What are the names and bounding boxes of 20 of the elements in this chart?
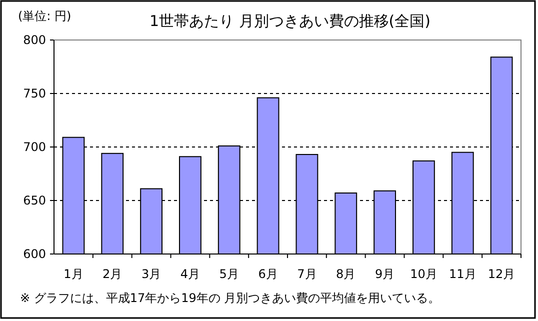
x-tick-label: 6月 [258,267,278,281]
x-tick-label: 12月 [488,267,516,281]
text: ※ グラフには、平成17年から19年の 月別つきあい費の平均値を用いている。 [20,291,440,305]
x-tick-label: 2月 [102,267,122,281]
x-tick-label: 11月 [448,267,476,281]
x-tick-label: 7月 [297,267,317,281]
x-tick-label: 5月 [219,267,239,281]
x-tick-label: 9月 [374,267,395,281]
y-tick-label: 600 [23,247,46,261]
x-tick-label: 8月 [336,267,356,281]
x-tick-label: 4月 [180,267,200,281]
y-axis-title: (単位: 円) [18,9,72,23]
chart-title: 1世帯あたり 月別つきあい費の推移(全国) [149,12,431,30]
x-tick-label: 10月 [410,267,438,281]
y-tick-label: 800 [23,33,46,47]
x-tick-label: 3月 [141,267,162,281]
y-tick-label: 650 [23,194,46,208]
x-tick-label: 1月 [64,267,84,281]
y-tick-label: 700 [23,140,46,154]
y-tick-label: 750 [23,86,46,100]
